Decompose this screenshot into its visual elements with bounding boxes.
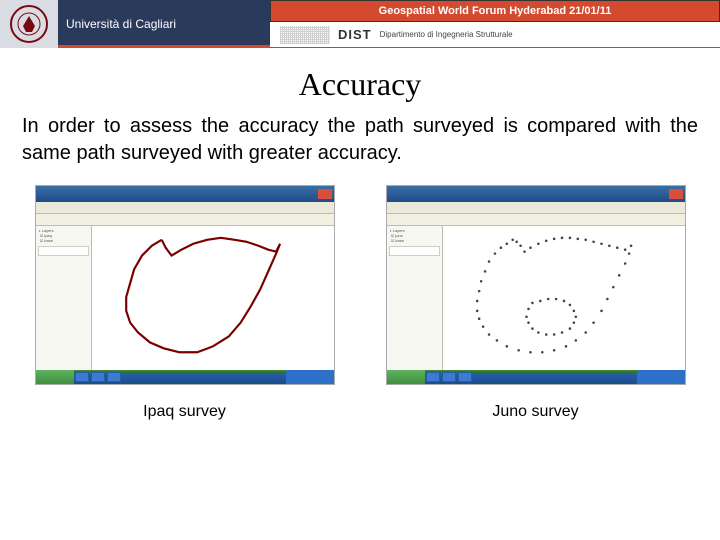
figures-row: ▸ Layers ☑ ipaq ☑ base Ipaq survey	[22, 185, 698, 421]
slide-content: Accuracy In order to assess the accuracy…	[0, 48, 720, 421]
figure-caption-left: Ipaq survey	[143, 403, 226, 421]
task-button	[107, 372, 121, 382]
window-titlebar	[387, 186, 685, 202]
university-seal	[0, 0, 58, 48]
window-menubar	[36, 202, 334, 214]
dist-logo: DIST	[338, 27, 372, 42]
layer-tree: ▸ Layers ☑ juno ☑ base	[390, 228, 439, 243]
layer-thumb	[389, 246, 440, 256]
windows-taskbar	[387, 370, 685, 384]
university-name: Università di Cagliari	[66, 17, 176, 31]
window-menubar	[387, 202, 685, 214]
forum-bar: Geospatial World Forum Hyderabad 21/01/1…	[270, 0, 720, 22]
layer-tree: ▸ Layers ☑ ipaq ☑ base	[39, 228, 88, 243]
task-button	[426, 372, 440, 382]
start-button	[36, 370, 74, 384]
map-canvas-right	[443, 226, 685, 370]
slide-body-text: In order to assess the accuracy the path…	[22, 113, 698, 167]
header-right: Geospatial World Forum Hyderabad 21/01/1…	[270, 0, 720, 48]
ipaq-screenshot: ▸ Layers ☑ ipaq ☑ base	[35, 185, 335, 385]
system-tray	[286, 370, 334, 384]
window-toolbar	[36, 214, 334, 226]
figure-caption-right: Juno survey	[492, 403, 578, 421]
university-bar: Università di Cagliari	[58, 0, 270, 48]
slide-title: Accuracy	[22, 66, 698, 103]
close-icon	[318, 189, 332, 199]
layers-panel: ▸ Layers ☑ ipaq ☑ base	[36, 226, 92, 370]
window-toolbar	[387, 214, 685, 226]
figure-left: ▸ Layers ☑ ipaq ☑ base Ipaq survey	[24, 185, 345, 421]
figure-right: ▸ Layers ☑ juno ☑ base Juno survey	[375, 185, 696, 421]
map-canvas-left	[92, 226, 334, 370]
slide-header: Università di Cagliari Geospatial World …	[0, 0, 720, 48]
juno-path	[443, 226, 685, 370]
window-titlebar	[36, 186, 334, 202]
windows-taskbar	[36, 370, 334, 384]
task-button	[91, 372, 105, 382]
dist-bar: DIST Dipartimento di Ingegneria Struttur…	[270, 22, 720, 48]
task-button	[458, 372, 472, 382]
system-tray	[637, 370, 685, 384]
ipaq-path	[92, 226, 334, 370]
start-button	[387, 370, 425, 384]
layers-panel: ▸ Layers ☑ juno ☑ base	[387, 226, 443, 370]
task-button	[75, 372, 89, 382]
task-button	[442, 372, 456, 382]
seal-icon	[9, 4, 49, 44]
layer-thumb	[38, 246, 89, 256]
dist-subtitle: Dipartimento di Ingegneria Strutturale	[380, 30, 513, 39]
juno-screenshot: ▸ Layers ☑ juno ☑ base	[386, 185, 686, 385]
close-icon	[669, 189, 683, 199]
